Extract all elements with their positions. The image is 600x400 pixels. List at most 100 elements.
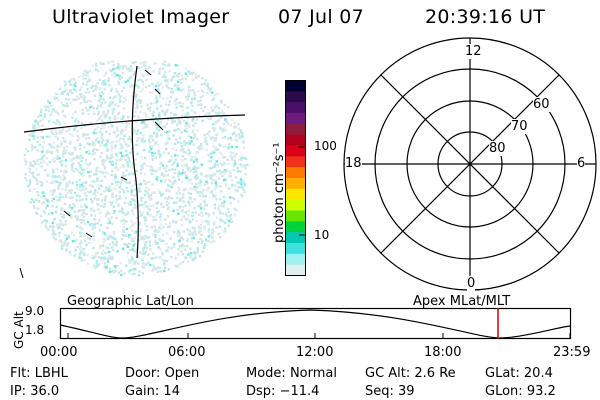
image-pixel xyxy=(64,104,67,108)
image-pixel xyxy=(197,75,200,78)
mlat-label-70: 70 xyxy=(511,119,528,134)
image-pixel xyxy=(49,189,53,193)
image-pixel xyxy=(221,220,225,223)
image-pixel xyxy=(222,122,226,126)
image-pixel xyxy=(26,149,29,153)
image-pixel xyxy=(148,165,152,168)
image-pixel xyxy=(159,215,162,218)
image-pixel xyxy=(244,167,247,170)
image-pixel xyxy=(204,175,207,178)
image-pixel xyxy=(139,230,142,233)
image-pixel xyxy=(164,249,167,253)
image-pixel xyxy=(31,145,34,148)
image-pixel xyxy=(240,165,243,168)
image-pixel xyxy=(165,110,168,113)
image-pixel xyxy=(106,109,110,112)
image-pixel xyxy=(94,88,97,91)
colorbar-cell xyxy=(285,210,306,222)
image-pixel xyxy=(40,195,43,198)
image-pixel xyxy=(227,208,230,211)
image-pixel xyxy=(196,191,200,194)
image-pixel xyxy=(187,113,190,116)
image-pixel xyxy=(146,191,150,194)
image-pixel xyxy=(110,102,114,105)
image-pixel xyxy=(207,117,211,120)
colorbar-cell xyxy=(285,145,306,157)
image-pixel xyxy=(239,178,243,181)
image-pixel xyxy=(117,203,121,206)
image-pixel xyxy=(100,101,103,105)
image-pixel xyxy=(76,238,79,242)
image-pixel xyxy=(49,113,52,116)
image-pixel xyxy=(155,107,159,110)
image-pixel xyxy=(151,158,154,161)
image-pixel xyxy=(154,240,157,243)
image-pixel xyxy=(145,224,148,228)
image-pixel xyxy=(241,186,244,189)
filter-status: Flt: LBHL xyxy=(10,366,68,381)
image-pixel xyxy=(197,226,200,229)
image-pixel xyxy=(106,149,109,152)
image-pixel xyxy=(117,67,121,71)
image-pixel xyxy=(193,254,197,257)
image-pixel xyxy=(191,258,194,261)
image-pixel xyxy=(178,263,181,266)
image-pixel xyxy=(120,273,123,277)
image-pixel xyxy=(113,117,116,121)
image-pixel xyxy=(110,236,113,240)
image-pixel xyxy=(161,111,165,115)
image-pixel xyxy=(181,260,185,264)
image-pixel xyxy=(224,178,227,181)
image-pixel xyxy=(206,84,209,88)
image-pixel xyxy=(71,134,74,137)
image-pixel xyxy=(177,190,180,193)
image-pixel xyxy=(126,211,130,214)
image-pixel xyxy=(63,234,66,237)
image-pixel xyxy=(69,142,72,145)
image-pixel xyxy=(112,97,115,100)
image-pixel xyxy=(173,120,176,123)
image-pixel xyxy=(189,233,193,236)
image-pixel xyxy=(112,130,116,134)
image-pixel xyxy=(144,263,147,266)
image-pixel xyxy=(177,84,180,87)
image-pixel xyxy=(37,173,41,176)
image-pixel xyxy=(200,89,204,92)
image-pixel xyxy=(111,201,114,204)
image-pixel xyxy=(226,218,230,222)
image-pixel xyxy=(220,190,223,193)
image-pixel xyxy=(70,231,74,234)
image-pixel xyxy=(156,230,159,233)
image-pixel xyxy=(51,205,54,208)
image-pixel xyxy=(101,163,104,166)
image-pixel xyxy=(173,171,176,175)
image-pixel xyxy=(131,198,134,202)
image-pixel xyxy=(127,158,131,161)
image-pixel xyxy=(96,177,99,180)
image-pixel xyxy=(192,236,195,240)
image-pixel xyxy=(39,157,42,161)
image-pixel xyxy=(51,181,55,184)
image-pixel xyxy=(95,198,99,201)
image-pixel xyxy=(123,272,126,275)
image-pixel xyxy=(144,61,147,64)
image-pixel xyxy=(131,209,134,212)
gc-alt-status: GC Alt: 2.6 Re xyxy=(365,366,456,381)
image-pixel xyxy=(46,163,49,166)
image-pixel xyxy=(70,188,73,192)
image-pixel xyxy=(75,95,79,98)
image-pixel xyxy=(191,232,195,235)
image-pixel xyxy=(211,126,214,130)
image-pixel xyxy=(120,237,124,241)
image-pixel xyxy=(223,200,226,203)
colorbar-cell xyxy=(285,253,306,266)
image-pixel xyxy=(175,196,179,200)
image-pixel xyxy=(103,205,106,209)
image-pixel xyxy=(65,249,68,252)
image-pixel xyxy=(222,112,225,115)
image-pixel xyxy=(170,155,173,159)
image-pixel xyxy=(108,212,111,215)
image-pixel xyxy=(127,202,130,205)
image-pixel xyxy=(44,108,48,112)
image-pixel xyxy=(206,220,209,223)
